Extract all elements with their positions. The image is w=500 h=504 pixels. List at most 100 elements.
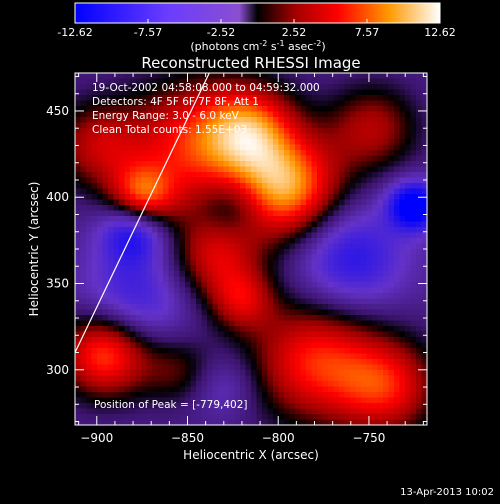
heatmap-cell <box>102 265 109 272</box>
heatmap-cell <box>141 155 148 162</box>
heatmap-cell <box>201 144 208 151</box>
heatmap-cell <box>212 155 219 162</box>
heatmap-cell <box>207 375 214 382</box>
heatmap-cell <box>207 172 214 179</box>
heatmap-cell <box>218 155 225 162</box>
heatmap-cell <box>278 155 285 162</box>
heatmap-cell <box>322 177 329 184</box>
heatmap-cell <box>212 183 219 190</box>
heatmap-cell <box>410 73 417 80</box>
heatmap-cell <box>218 254 225 261</box>
heatmap-cell <box>289 304 296 311</box>
heatmap-cell <box>80 265 87 272</box>
heatmap-cell <box>168 117 175 124</box>
heatmap-cell <box>91 320 98 327</box>
heatmap-cell <box>91 84 98 91</box>
heatmap-cell <box>383 172 390 179</box>
heatmap-cell <box>119 293 126 300</box>
heatmap-cell <box>124 315 131 322</box>
heatmap-cell <box>240 326 247 333</box>
heatmap-cell <box>119 194 126 201</box>
heatmap-cell <box>102 95 109 102</box>
heatmap-cell <box>185 205 192 212</box>
heatmap-cell <box>157 359 164 366</box>
heatmap-cell <box>322 106 329 113</box>
heatmap-cell <box>185 232 192 239</box>
heatmap-cell <box>196 166 203 173</box>
heatmap-cell <box>185 364 192 371</box>
heatmap-cell <box>80 342 87 349</box>
heatmap-cell <box>179 386 186 393</box>
heatmap-cell <box>416 304 423 311</box>
heatmap-cell <box>355 232 362 239</box>
heatmap-cell <box>251 403 258 410</box>
heatmap-cell <box>97 375 104 382</box>
heatmap-cell <box>361 210 368 217</box>
heatmap-cell <box>185 282 192 289</box>
heatmap-cell <box>212 403 219 410</box>
heatmap-cell <box>383 320 390 327</box>
heatmap-cell <box>295 287 302 294</box>
heatmap-cell <box>317 128 324 135</box>
heatmap-cell <box>339 199 346 206</box>
heatmap-cell <box>251 221 258 228</box>
heatmap-cell <box>80 293 87 300</box>
heatmap-cell <box>289 276 296 283</box>
heatmap-cell <box>97 172 104 179</box>
heatmap-cell <box>273 304 280 311</box>
heatmap-cell <box>130 177 137 184</box>
heatmap-cell <box>157 304 164 311</box>
heatmap-cell <box>251 172 258 179</box>
heatmap-cell <box>306 161 313 168</box>
heatmap-cell <box>355 254 362 261</box>
heatmap-cell <box>410 265 417 272</box>
heatmap-cell <box>295 106 302 113</box>
heatmap-cell <box>262 260 269 267</box>
heatmap-cell <box>201 73 208 80</box>
heatmap-cell <box>383 139 390 146</box>
heatmap-cell <box>372 249 379 256</box>
heatmap-cell <box>289 331 296 338</box>
heatmap-cell <box>212 139 219 146</box>
heatmap-cell <box>388 254 395 261</box>
heatmap-cell <box>91 326 98 333</box>
heatmap-cell <box>366 227 373 234</box>
heatmap-cell <box>333 254 340 261</box>
heatmap-cell <box>212 128 219 135</box>
heatmap-cell <box>190 304 197 311</box>
heatmap-cell <box>278 128 285 135</box>
heatmap-cell <box>355 194 362 201</box>
heatmap-cell <box>377 309 384 316</box>
heatmap-cell <box>251 84 258 91</box>
heatmap-cell <box>196 199 203 206</box>
heatmap-cell <box>234 210 241 217</box>
heatmap-cell <box>278 139 285 146</box>
heatmap-cell <box>372 194 379 201</box>
heatmap-cell <box>163 139 170 146</box>
heatmap-cell <box>152 309 159 316</box>
heatmap-cell <box>196 315 203 322</box>
heatmap-cell <box>196 150 203 157</box>
heatmap-cell <box>251 309 258 316</box>
heatmap-cell <box>174 249 181 256</box>
heatmap-cell <box>350 144 357 151</box>
heatmap-cell <box>317 364 324 371</box>
heatmap-cell <box>157 238 164 245</box>
heatmap-cell <box>383 238 390 245</box>
heatmap-cell <box>207 73 214 80</box>
heatmap-cell <box>97 122 104 129</box>
heatmap-cell <box>344 408 351 415</box>
heatmap-cell <box>300 221 307 228</box>
heatmap-cell <box>410 100 417 107</box>
heatmap-cell <box>75 370 82 377</box>
heatmap-cell <box>295 128 302 135</box>
heatmap-cell <box>361 304 368 311</box>
heatmap-cell <box>322 238 329 245</box>
heatmap-cell <box>256 326 263 333</box>
heatmap-cell <box>223 111 230 118</box>
heatmap-cell <box>289 78 296 85</box>
heatmap-cell <box>372 271 379 278</box>
heatmap-cell <box>223 375 230 382</box>
heatmap-cell <box>399 342 406 349</box>
heatmap-cell <box>322 100 329 107</box>
